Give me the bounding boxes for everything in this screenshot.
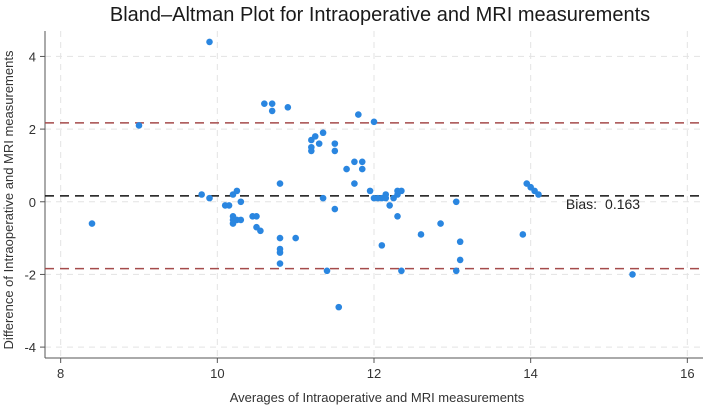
bias-annotation: Bias: 0.163: [566, 196, 640, 212]
data-point-72: [535, 191, 542, 198]
data-point-28: [292, 234, 299, 242]
data-point-27: [284, 104, 292, 111]
data-point-18: [257, 227, 264, 235]
chart-title: Bland–Altman Plot for Intraoperative and…: [110, 4, 650, 26]
y-axis-label: Difference of Intraoperative and MRI mea…: [1, 50, 16, 349]
x-tick-label-0: 8: [57, 366, 64, 381]
data-point-40: [335, 303, 343, 311]
data-point-34: [319, 129, 327, 137]
bias-annotation-label: Bias:: [566, 196, 597, 212]
data-point-41: [343, 165, 350, 173]
data-point-23: [276, 234, 284, 242]
data-point-39: [331, 205, 339, 213]
data-point-62: [417, 231, 425, 238]
y-tick-label-0: -4: [24, 340, 36, 355]
data-point-64: [452, 198, 460, 206]
data-point-42: [351, 158, 358, 166]
data-point-1: [135, 122, 143, 129]
data-point-47: [366, 187, 374, 195]
data-point-4: [206, 194, 213, 202]
data-point-19: [261, 100, 268, 107]
data-point-31: [308, 147, 315, 155]
data-point-33: [315, 140, 323, 147]
x-tick-label-4: 16: [680, 366, 694, 381]
x-axis-label: Averages of Intraoperative and MRI measu…: [230, 390, 525, 405]
data-point-45: [358, 158, 366, 166]
data-point-6: [225, 202, 233, 209]
data-point-37: [331, 140, 339, 147]
data-point-43: [351, 180, 358, 187]
y-tick-label-2: 0: [29, 195, 36, 210]
data-point-55: [386, 202, 393, 209]
data-point-13: [237, 198, 245, 206]
data-point-68: [519, 231, 527, 238]
data-point-60: [398, 187, 405, 195]
data-point-61: [398, 267, 405, 275]
y-tick-label-3: 2: [29, 122, 36, 137]
data-point-14: [237, 216, 245, 224]
data-point-25: [276, 249, 284, 256]
x-tick-label-3: 14: [523, 366, 537, 381]
data-point-0: [88, 220, 96, 227]
data-point-63: [437, 220, 444, 227]
y-tick-label-4: 4: [29, 49, 36, 64]
plot-area: 8 10 12 14 16 -4 -2 0 2 4 Bias: 0.163: [24, 31, 703, 381]
data-point-21: [268, 107, 276, 115]
data-point-11: [233, 187, 241, 195]
data-point-54: [382, 191, 390, 198]
y-tick-label-1: -2: [24, 267, 36, 282]
data-point-36: [323, 267, 331, 275]
data-point-67: [456, 256, 464, 264]
data-point-26: [276, 260, 284, 267]
data-point-59: [394, 213, 401, 220]
data-point-3: [206, 38, 213, 46]
data-point-73: [629, 271, 636, 278]
data-point-52: [378, 242, 386, 249]
data-point-48: [370, 118, 378, 126]
data-point-32: [311, 133, 319, 140]
data-point-22: [276, 180, 284, 187]
data-point-44: [355, 111, 362, 118]
data-point-66: [456, 238, 464, 246]
data-point-65: [452, 267, 460, 275]
x-tick-label-2: 12: [367, 366, 381, 381]
x-tick-label-1: 10: [210, 366, 224, 381]
data-point-35: [319, 194, 327, 202]
data-point-2: [198, 191, 205, 198]
data-point-46: [358, 165, 366, 173]
bias-annotation-value: 0.163: [605, 196, 640, 212]
data-point-16: [253, 213, 260, 220]
data-point-38: [331, 147, 339, 155]
data-point-20: [268, 100, 276, 107]
